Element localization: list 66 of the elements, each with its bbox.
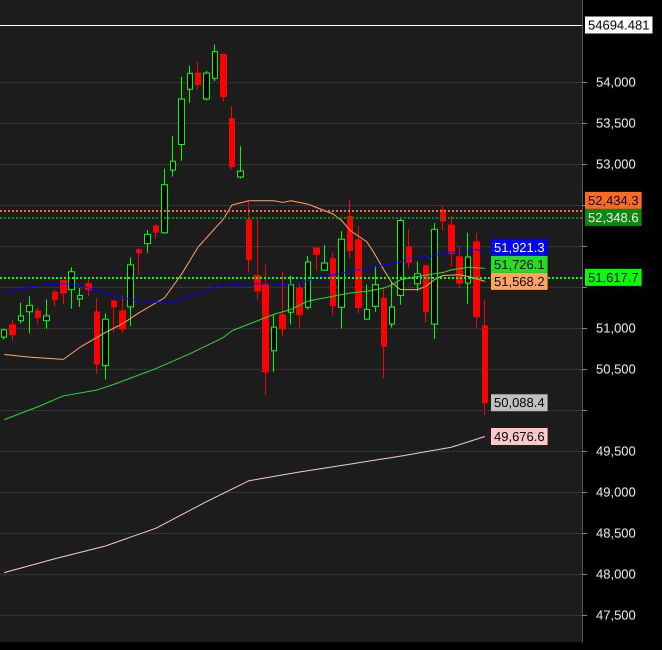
candlestick — [94, 298, 100, 374]
candlestick — [355, 226, 362, 314]
candlestick — [406, 228, 412, 269]
candlestick — [212, 44, 218, 82]
line-series — [4, 249, 486, 303]
candlestick — [60, 280, 67, 305]
candlestick — [102, 312, 109, 380]
candlestick — [237, 146, 244, 179]
data-label: 49,676.6 — [494, 428, 545, 444]
y-tick-label: 48,000 — [596, 566, 636, 582]
candlestick — [144, 230, 151, 254]
candlestick — [43, 298, 50, 330]
y-tick-label: 49,000 — [596, 484, 636, 500]
line-series — [4, 436, 486, 574]
y-tick-label: 48,500 — [596, 525, 636, 540]
y-tick-label: 53,500 — [596, 115, 636, 130]
data-label: 51,921.3 — [494, 240, 545, 255]
line-series — [4, 266, 486, 420]
candlestick — [279, 271, 286, 337]
y-tick-label: 47,500 — [596, 607, 636, 622]
candlestick — [423, 265, 429, 324]
candlestick — [35, 307, 41, 326]
candlestick — [161, 168, 168, 234]
candlestick — [364, 284, 370, 320]
ref-line-label: 52,348.6 — [588, 210, 639, 225]
line-series — [4, 200, 486, 360]
candlestick — [229, 106, 235, 170]
candlestick — [313, 247, 320, 272]
candlestick — [111, 298, 117, 333]
candlestick — [381, 288, 387, 379]
data-label: 51,726.1 — [494, 256, 545, 272]
candlestick — [136, 247, 142, 276]
candlestick — [195, 61, 201, 90]
y-tick-label: 49,500 — [596, 443, 636, 458]
candlestick — [170, 136, 176, 177]
candlestick — [203, 70, 210, 101]
candlestick — [26, 296, 33, 334]
candlestick — [271, 314, 277, 372]
candlestick — [153, 224, 159, 240]
ref-line-label: 51,617.7 — [588, 270, 639, 285]
y-tick-label: 54,000 — [596, 74, 636, 90]
candlestick — [220, 54, 227, 102]
ref-line-label: 52,434.3 — [588, 192, 639, 208]
y-tick-label: 50,500 — [596, 361, 636, 376]
candlestick — [296, 283, 303, 328]
candlestick — [321, 244, 328, 271]
candlestick — [187, 65, 193, 104]
candlestick — [119, 294, 126, 333]
text: 50,088.4 — [494, 395, 545, 410]
candlestick — [178, 76, 185, 162]
candlestick — [330, 252, 336, 316]
candlestick — [389, 282, 395, 328]
y-tick-label: 53,000 — [596, 156, 636, 172]
candlestick — [448, 216, 455, 268]
candlestick — [18, 302, 24, 324]
y-tick-label: 51,000 — [596, 320, 636, 336]
ref-line-label: 54694.481 — [588, 18, 650, 33]
candlestick — [246, 200, 252, 274]
candlestick — [77, 288, 83, 308]
candlestick — [482, 300, 488, 416]
candlestick — [1, 328, 7, 340]
candlestick — [473, 232, 480, 328]
data-label: 51,568.2 — [494, 274, 545, 289]
candlestick — [347, 198, 353, 258]
candlestick — [52, 289, 58, 308]
candlestick — [9, 319, 16, 342]
